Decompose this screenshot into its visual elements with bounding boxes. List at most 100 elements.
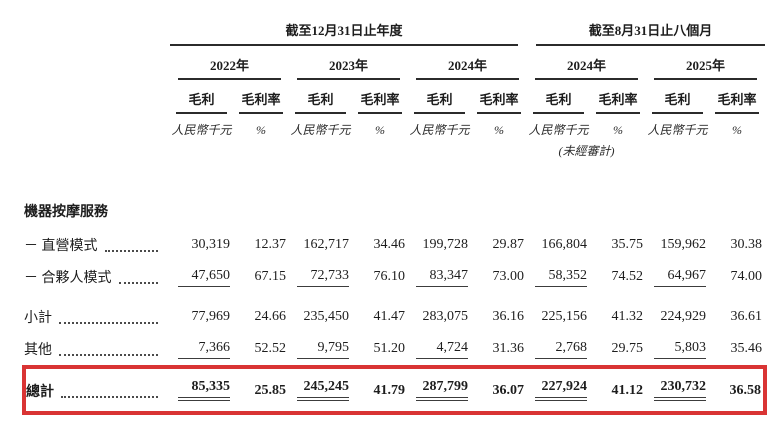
cell-value: 30,319 (191, 237, 231, 252)
measure-header-profit: 毛利 (652, 80, 704, 114)
cell-value: 24.66 (254, 309, 287, 324)
cell-value: 287,799 (416, 379, 468, 401)
measure-header-profit: 毛利 (176, 80, 227, 114)
header-row-years: 2022年 2023年 2024年 2024年 2025年 (24, 46, 765, 80)
cell-value: 47,650 (178, 268, 230, 287)
cell-value: 162,717 (303, 237, 350, 252)
row-label: 其他 (24, 343, 52, 358)
cell-value: 76.10 (373, 269, 406, 284)
cell-value: 77,969 (191, 309, 231, 324)
cell-value: 51.20 (373, 341, 406, 356)
unit-header-percent: % (732, 123, 743, 137)
year-header-2023: 2023年 (297, 46, 400, 80)
year-header-2024-8m: 2024年 (535, 46, 639, 80)
cell-value: 166,804 (541, 237, 588, 252)
cell-value: 64,967 (654, 268, 707, 287)
cell-value: 283,075 (422, 309, 469, 324)
unaudited-note: (未經審計) (558, 144, 615, 158)
cell-value: 9,795 (297, 340, 349, 359)
cell-value: 72,733 (297, 268, 349, 287)
row-label: 小計 (24, 311, 52, 326)
cell-value: 41.47 (373, 309, 406, 324)
cell-value: 36.58 (729, 383, 762, 398)
measure-header-margin: 毛利率 (239, 80, 283, 114)
cell-value: 74.52 (611, 269, 644, 284)
cell-value: 41.12 (611, 383, 644, 398)
cell-value: 159,962 (660, 237, 707, 252)
measure-header-margin: 毛利率 (596, 80, 641, 114)
year-header-2022: 2022年 (178, 46, 281, 80)
table-row-others: 其他 7,366 52.52 9,795 51.20 4,724 31.36 2… (24, 333, 765, 367)
cell-value: 36.07 (492, 383, 525, 398)
cell-value: 227,924 (535, 379, 588, 401)
unit-header-amount: 人民幣千元 (647, 123, 708, 137)
table-row-partner-model: － 合夥人模式 47,650 67.15 72,733 76.10 83,347… (24, 261, 765, 293)
header-row-measures: 毛利 毛利率 毛利 毛利率 毛利 毛利率 毛利 毛利率 毛利 毛利率 (24, 80, 765, 114)
cell-value: 41.32 (611, 309, 644, 324)
unit-header-percent: % (494, 123, 504, 137)
measure-header-margin: 毛利率 (477, 80, 522, 114)
cell-value: 83,347 (416, 268, 468, 287)
cell-value: 2,768 (535, 340, 588, 359)
table-row-direct-model: － 直營模式 30,319 12.37 162,717 34.46 199,72… (24, 229, 765, 261)
dot-leader (104, 250, 158, 252)
cell-value: 230,732 (654, 379, 707, 401)
unit-header-percent: % (613, 123, 624, 137)
cell-value: 31.36 (492, 341, 525, 356)
cell-value: 29.87 (492, 237, 525, 252)
col-group-annual: 截至12月31日止年度 (170, 20, 519, 46)
cell-value: 36.61 (730, 309, 763, 324)
cell-value: 30.38 (730, 237, 763, 252)
cell-value: 58,352 (535, 268, 588, 287)
dot-leader (59, 322, 158, 324)
year-header-2025-8m: 2025年 (654, 46, 758, 80)
cell-value: 52.52 (254, 341, 287, 356)
cell-value: 12.37 (254, 237, 287, 252)
unit-header-amount: 人民幣千元 (171, 123, 232, 137)
cell-value: 36.16 (492, 309, 525, 324)
gross-profit-table: 截至12月31日止年度 截至8月31日止八個月 2022年 2023年 2024… (22, 16, 768, 415)
table-row-subtotal: 小計 77,969 24.66 235,450 41.47 283,075 36… (24, 293, 765, 333)
cell-value: 35.75 (611, 237, 644, 252)
spacer-row (24, 159, 765, 201)
measure-header-margin: 毛利率 (358, 80, 402, 114)
cell-value: 4,724 (416, 340, 468, 359)
dot-leader (61, 396, 158, 398)
cell-value: 225,156 (541, 309, 588, 324)
measure-header-profit: 毛利 (414, 80, 465, 114)
cell-value: 73.00 (492, 269, 525, 284)
unit-header-amount: 人民幣千元 (528, 123, 589, 137)
section-header-row: 機器按摩服務 (24, 201, 765, 229)
header-row-unaudited: (未經審計) (24, 138, 765, 159)
cell-value: 34.46 (373, 237, 406, 252)
measure-header-profit: 毛利 (295, 80, 346, 114)
unit-header-percent: % (256, 123, 266, 137)
unit-header-percent: % (375, 123, 385, 137)
measure-header-margin: 毛利率 (715, 80, 760, 114)
cell-value: 67.15 (254, 269, 287, 284)
dot-leader (59, 354, 158, 356)
unit-header-amount: 人民幣千元 (409, 123, 470, 137)
row-label: － 直營模式 (24, 239, 98, 254)
cell-value: 25.85 (254, 383, 287, 398)
cell-value: 35.46 (730, 341, 763, 356)
dot-leader (118, 282, 158, 284)
cell-value: 29.75 (611, 341, 644, 356)
header-row-units: 人民幣千元 % 人民幣千元 % 人民幣千元 % 人民幣千元 % 人民幣千元 % (24, 114, 765, 138)
measure-header-profit: 毛利 (533, 80, 585, 114)
cell-value: 235,450 (303, 309, 350, 324)
col-group-eight-months: 截至8月31日止八個月 (536, 20, 766, 46)
year-header-2024: 2024年 (416, 46, 520, 80)
cell-value: 5,803 (654, 340, 707, 359)
section-header-label: 機器按摩服務 (24, 205, 108, 220)
cell-value: 85,335 (178, 379, 230, 401)
cell-value: 245,245 (297, 379, 349, 401)
unit-header-amount: 人民幣千元 (290, 123, 351, 137)
cell-value: 41.79 (373, 383, 406, 398)
table-row-total: 總計 85,335 25.85 245,245 41.79 287,799 36… (22, 365, 768, 415)
row-label: 總計 (26, 385, 54, 400)
header-row-period-groups: 截至12月31日止年度 截至8月31日止八個月 (24, 16, 766, 46)
cell-value: 7,366 (178, 340, 230, 359)
cell-value: 199,728 (422, 237, 469, 252)
